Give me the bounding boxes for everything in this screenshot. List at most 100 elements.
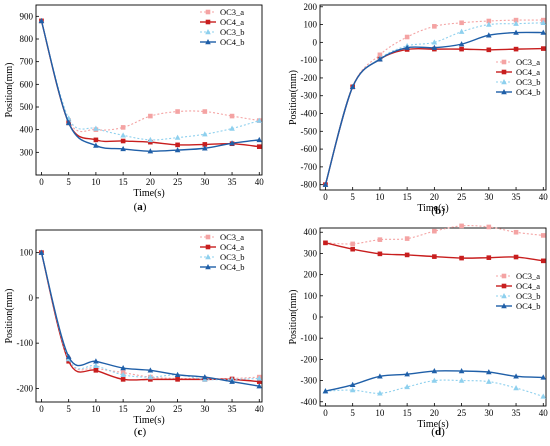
legend-marker [205,39,211,45]
x-tick-label: 10 [91,177,101,187]
y-tick-label: -300 [301,91,318,101]
data-point [93,142,99,148]
data-point [256,144,262,149]
x-tick-label: 25 [173,404,183,414]
y-tick-label: -400 [301,397,318,407]
x-tick-label: 20 [430,192,440,202]
legend-marker [205,254,211,260]
data-point [147,148,154,154]
data-point [459,20,464,26]
y-tick-label: 100 [304,291,318,301]
data-point [256,383,263,389]
legend-label: OC4_b [516,301,541,311]
y-tick-label: -800 [301,180,318,190]
data-point [377,52,383,58]
x-tick-label: 10 [375,408,385,418]
data-point [513,46,519,52]
x-tick-label: 25 [457,192,467,202]
legend-label: OC3_b [516,77,541,87]
data-point [120,377,126,382]
legend-marker [501,273,507,279]
y-tick-label: -100 [301,55,318,65]
panel-label: (b) [431,205,445,217]
series-line [325,225,544,245]
data-point [458,41,465,47]
x-tick-label: 20 [430,408,440,418]
data-point [93,362,99,368]
legend-label: OC3_a [516,271,540,281]
data-point [513,384,519,391]
data-point [404,44,410,50]
y-tick-label: 400 [20,125,34,135]
data-point [148,113,153,119]
data-point [404,252,410,258]
y-tick-label: -600 [301,144,318,154]
y-tick-label: -200 [17,383,34,393]
panel-label-open: ( [134,201,138,213]
data-point [377,390,383,396]
legend-label: OC3_a [220,7,244,17]
data-point [404,371,410,377]
data-point [65,353,72,359]
data-point [202,131,208,137]
chart-panel-2: 0 5 10 15 20 25 30 35 40 -800 -700 -600 -500 -400 -300… [288,2,548,217]
data-point [202,145,208,151]
panel-label: (a) [134,201,147,213]
y-tick-label: 300 [304,248,318,258]
x-tick-label: 10 [375,192,385,202]
y-tick-label: 500 [20,102,34,112]
legend-label: OC3_a [220,232,244,242]
x-tick-label: 40 [255,177,265,187]
data-point [175,377,180,382]
data-point [404,383,410,390]
x-tick-label: 15 [119,177,129,187]
y-tick-label: 100 [304,20,318,30]
data-point [486,47,492,53]
panel-label-close: ) [142,426,146,438]
y-tick-label: -200 [301,73,318,83]
series-line [324,47,544,185]
data-point [540,233,546,238]
series-OC4_a [323,46,546,187]
x-tick-label: 35 [228,177,238,187]
data-point [93,137,99,143]
data-point [256,379,262,384]
panel-label-letter: b [435,205,441,217]
data-point [513,373,519,379]
data-point [458,368,465,374]
legend-marker [205,29,211,35]
data-point [202,142,208,147]
y-tick-label: -100 [301,333,318,343]
series-OC4_b [322,29,547,187]
legend-label: OC3_b [220,252,245,262]
panel-label-letter: d [435,426,441,438]
data-point [486,18,492,24]
data-point [349,83,356,90]
data-point [404,34,410,40]
y-axis-label: Position(mm) [4,62,15,117]
data-point [174,134,181,140]
data-point [147,367,154,373]
series-OC4_b [38,249,263,389]
data-point [540,374,547,380]
legend-marker [501,79,507,85]
x-tick-label: 0 [323,408,328,418]
data-point [93,125,99,131]
data-point [513,229,519,235]
data-point [486,255,492,260]
y-tick-label: -100 [17,338,34,348]
data-point [202,374,208,380]
y-tick-label: 0 [29,293,34,303]
data-point [540,393,547,399]
legend-label: OC4_b [220,37,245,47]
x-tick-label: 20 [146,404,156,414]
data-point [432,254,437,259]
data-point [120,138,126,144]
x-axis-label: Time(s) [133,188,164,199]
plot-frame [35,4,263,176]
x-tick-label: 40 [539,408,549,418]
data-point [513,17,519,23]
data-point [431,368,438,374]
chart-panel-1: 0 5 10 15 20 25 30 35 40 300 400 500 600 700 800 900 Tim… [4,4,265,213]
